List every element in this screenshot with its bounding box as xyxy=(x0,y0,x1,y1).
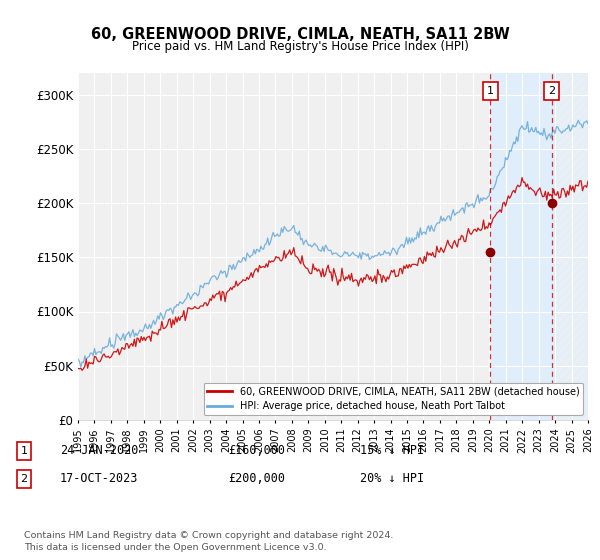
Text: 1: 1 xyxy=(487,86,494,96)
Bar xyxy=(490,73,555,420)
Legend: 60, GREENWOOD DRIVE, CIMLA, NEATH, SA11 2BW (detached house), HPI: Average price: 60, GREENWOOD DRIVE, CIMLA, NEATH, SA11 … xyxy=(203,382,583,415)
Text: 17-OCT-2023: 17-OCT-2023 xyxy=(60,472,139,486)
Bar xyxy=(555,73,588,420)
Text: 20% ↓ HPI: 20% ↓ HPI xyxy=(360,472,424,486)
Text: 2: 2 xyxy=(548,86,556,96)
Text: 2: 2 xyxy=(20,474,28,484)
Text: 24-JAN-2020: 24-JAN-2020 xyxy=(60,444,139,458)
Text: £200,000: £200,000 xyxy=(228,472,285,486)
Text: £160,000: £160,000 xyxy=(228,444,285,458)
Text: 1: 1 xyxy=(20,446,28,456)
Text: Price paid vs. HM Land Registry's House Price Index (HPI): Price paid vs. HM Land Registry's House … xyxy=(131,40,469,53)
Text: Contains HM Land Registry data © Crown copyright and database right 2024.
This d: Contains HM Land Registry data © Crown c… xyxy=(24,531,394,552)
Text: 15% ↓ HPI: 15% ↓ HPI xyxy=(360,444,424,458)
Text: 60, GREENWOOD DRIVE, CIMLA, NEATH, SA11 2BW: 60, GREENWOOD DRIVE, CIMLA, NEATH, SA11 … xyxy=(91,27,509,42)
